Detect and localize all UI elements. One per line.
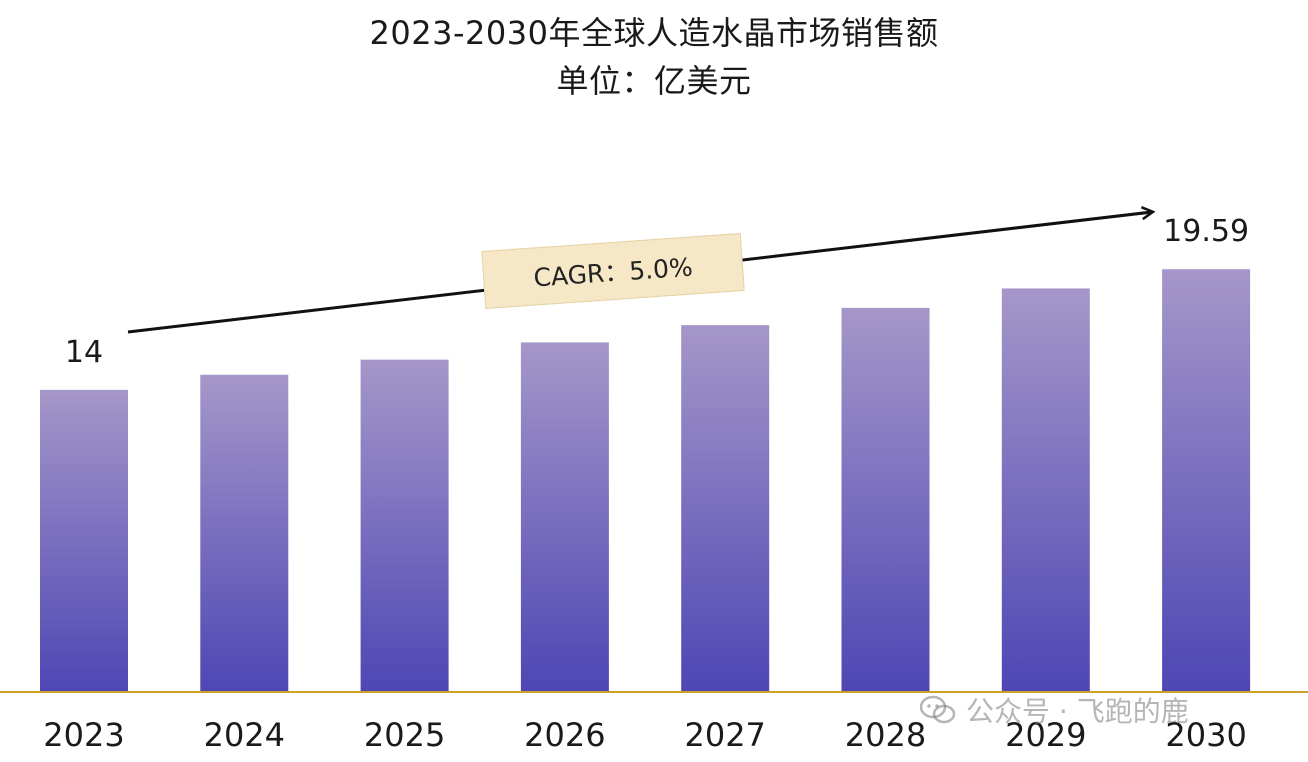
x-tick-label-2026: 2026 — [524, 716, 605, 754]
x-tick-label-2024: 2024 — [204, 716, 285, 754]
x-tick-label-2027: 2027 — [684, 716, 765, 754]
chart-title: 2023-2030年全球人造水晶市场销售额 — [369, 14, 939, 52]
x-tick-label-2030: 2030 — [1165, 716, 1246, 754]
x-tick-label-2029: 2029 — [1005, 716, 1086, 754]
watermark: 公众号 · 飞跑的鹿 — [920, 690, 1189, 730]
bar-2027 — [681, 325, 770, 692]
bar-2029 — [1001, 288, 1090, 692]
bar-2023 — [40, 389, 128, 692]
chart-subtitle: 单位：亿美元 — [556, 62, 752, 100]
bar-2028 — [841, 307, 930, 692]
x-tick-label-2025: 2025 — [364, 716, 445, 754]
data-label-2023: 14 — [65, 335, 103, 370]
bar-2024 — [200, 374, 289, 692]
x-tick-label-2023: 2023 — [43, 716, 124, 754]
bar-2030 — [1162, 269, 1251, 692]
bar-2025 — [360, 359, 449, 692]
data-label-2030: 19.59 — [1163, 214, 1249, 249]
x-tick-label-2028: 2028 — [845, 716, 926, 754]
wechat-icon — [920, 695, 956, 724]
bar-2026 — [520, 342, 609, 692]
watermark-text: 公众号 · 飞跑的鹿 — [966, 695, 1189, 728]
